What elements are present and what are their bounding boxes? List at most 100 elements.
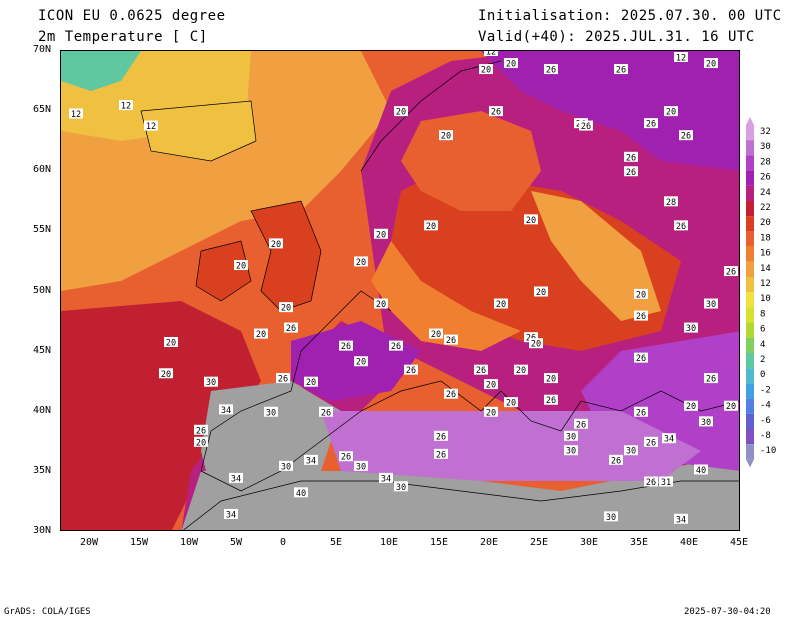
svg-text:20: 20 — [686, 402, 696, 412]
station-value-label: 12 — [144, 120, 158, 132]
svg-text:26: 26 — [646, 438, 656, 448]
svg-text:20: 20 — [726, 402, 736, 412]
legend-label: 22 — [760, 203, 771, 213]
svg-text:20: 20 — [161, 370, 171, 380]
station-value-label: 12 — [484, 51, 498, 58]
svg-text:12: 12 — [71, 110, 81, 120]
station-value-label: 30 — [604, 511, 618, 523]
svg-text:30: 30 — [356, 462, 366, 472]
station-value-label: 20 — [544, 373, 558, 385]
model-title: ICON EU 0.0625 degree — [38, 8, 226, 24]
svg-text:12: 12 — [486, 51, 496, 58]
legend-swatch — [746, 216, 754, 232]
svg-text:26: 26 — [646, 120, 656, 130]
lat-label: 30N — [33, 525, 52, 536]
svg-text:34: 34 — [226, 510, 236, 520]
svg-text:20: 20 — [431, 330, 441, 340]
station-value-label: 26 — [444, 388, 458, 400]
station-value-label: 20 — [374, 228, 388, 240]
station-value-label: 26 — [644, 436, 658, 448]
station-value-label: 20 — [534, 286, 548, 298]
station-value-label: 26 — [674, 220, 688, 232]
lon-label: 25E — [530, 537, 549, 548]
svg-text:26: 26 — [436, 432, 446, 442]
svg-text:12: 12 — [676, 54, 686, 64]
lon-label: 15E — [430, 537, 449, 548]
svg-text:26: 26 — [636, 354, 646, 364]
svg-text:26: 26 — [636, 312, 646, 322]
lon-label: 20W — [80, 537, 99, 548]
lon-label: 5W — [230, 537, 243, 548]
west-europe-coastline — [200, 290, 442, 492]
svg-text:20: 20 — [531, 340, 541, 350]
station-value-label: 20 — [504, 58, 518, 70]
legend-swatch — [746, 277, 754, 293]
station-value-label: 26 — [339, 451, 353, 463]
station-value-label: 20 — [424, 220, 438, 232]
lat-label: 40N — [33, 404, 52, 416]
legend-swatch — [746, 368, 754, 384]
station-value-label: 20 — [439, 130, 453, 142]
legend-label: 26 — [760, 173, 771, 183]
station-value-label: 26 — [579, 120, 593, 132]
svg-text:26: 26 — [626, 153, 636, 163]
station-value-label: 26 — [634, 310, 648, 322]
station-value-label: 20 — [504, 397, 518, 409]
legend-label: 10 — [760, 294, 771, 304]
svg-text:30: 30 — [566, 432, 576, 442]
legend-swatch — [746, 322, 754, 338]
svg-text:26: 26 — [406, 366, 416, 376]
svg-text:20: 20 — [166, 339, 176, 349]
finland-russia-hot-zone — [481, 51, 739, 171]
svg-text:20: 20 — [526, 216, 536, 226]
azores-warm-zone — [61, 301, 261, 530]
station-value-label: 30 — [279, 460, 293, 472]
lat-label: 50N — [33, 284, 52, 296]
station-value-label: 26 — [444, 334, 458, 346]
svg-text:26: 26 — [726, 268, 736, 278]
station-value-label: 31 — [659, 476, 673, 488]
svg-text:30: 30 — [206, 378, 216, 388]
svg-text:26: 26 — [616, 66, 626, 76]
lon-label: 10W — [180, 537, 199, 548]
legend-label: 6 — [760, 325, 765, 335]
svg-text:20: 20 — [496, 300, 506, 310]
svg-text:26: 26 — [341, 453, 351, 463]
lon-label: 5E — [330, 537, 343, 548]
svg-text:26: 26 — [491, 108, 501, 118]
svg-text:31: 31 — [661, 478, 671, 488]
svg-text:26: 26 — [546, 396, 556, 406]
svg-text:30: 30 — [626, 447, 636, 457]
svg-text:20: 20 — [196, 438, 206, 448]
svg-text:20: 20 — [281, 304, 291, 314]
svg-text:40: 40 — [296, 489, 306, 499]
station-value-label: 26 — [634, 406, 648, 418]
station-value-label: 26 — [679, 130, 693, 142]
station-value-label: 26 — [544, 394, 558, 406]
svg-text:34: 34 — [231, 474, 241, 484]
svg-text:26: 26 — [636, 408, 646, 418]
svg-text:30: 30 — [566, 447, 576, 457]
station-value-label: 20 — [724, 400, 738, 412]
station-value-label: 12 — [69, 108, 83, 120]
svg-text:20: 20 — [516, 366, 526, 376]
svg-text:26: 26 — [446, 336, 456, 346]
legend-swatch — [746, 231, 754, 247]
baltic-cool-band — [531, 191, 661, 321]
svg-text:30: 30 — [281, 462, 291, 472]
legend-label: 8 — [760, 309, 765, 319]
station-value-label: 26 — [319, 406, 333, 418]
svg-text:20: 20 — [546, 375, 556, 385]
svg-text:26: 26 — [581, 122, 591, 132]
lat-label: 45N — [33, 344, 52, 356]
legend-label: 16 — [760, 249, 771, 259]
legend-bottom-arrow — [746, 459, 754, 467]
svg-text:12: 12 — [146, 122, 156, 132]
station-value-label: 34 — [304, 454, 318, 466]
lat-label: 35N — [33, 464, 52, 476]
legend-swatch — [746, 337, 754, 353]
station-value-label: 20 — [394, 106, 408, 118]
station-value-label: 34 — [219, 404, 233, 416]
svg-text:26: 26 — [436, 450, 446, 460]
station-value-label: 12 — [674, 52, 688, 64]
